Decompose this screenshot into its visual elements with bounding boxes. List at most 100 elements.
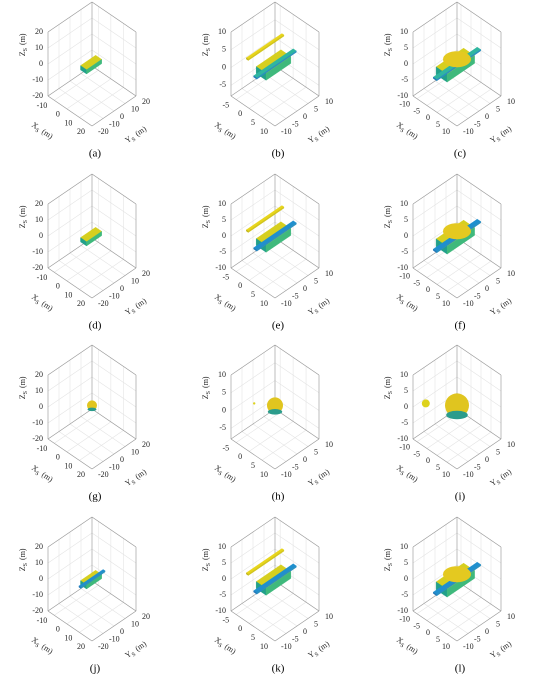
axis-subscript: S: [33, 128, 39, 135]
grid-line: [412, 532, 458, 564]
axis-unit: (m): [201, 376, 210, 388]
y-tick-label: 10: [131, 447, 139, 456]
axis-symbol: X: [395, 463, 405, 474]
z-tick-label: 10: [400, 370, 408, 379]
grid-line: [445, 588, 491, 619]
y-tick-label: 10: [507, 612, 515, 621]
grid-line: [274, 548, 320, 580]
z-tick-label: -5: [401, 247, 408, 256]
axis-subscript: S: [216, 300, 222, 307]
grid-line: [230, 380, 276, 411]
axis-subscript: S: [388, 220, 394, 223]
z-tick-label: 0: [404, 231, 408, 240]
box-edge: [230, 516, 276, 548]
x-tick-label: 10: [442, 470, 450, 479]
y-tick-label: -10: [109, 291, 120, 300]
panel-label: (f): [455, 320, 466, 332]
y-tick-label: 10: [325, 269, 333, 278]
grid-line: [230, 532, 276, 564]
z-tick-label: -20: [32, 434, 43, 443]
panel-label: (e): [272, 320, 285, 332]
x-tick-label: 5: [251, 290, 255, 299]
x-tick-label: 10: [442, 127, 450, 136]
y-tick-label: -10: [109, 634, 120, 643]
axis-symbol: X: [213, 292, 223, 303]
panel-label: (b): [272, 148, 285, 160]
x-tick-label: -10: [399, 100, 410, 109]
y-tick-label: -20: [98, 127, 109, 136]
grid-line: [263, 73, 309, 104]
z-tick-label: 0: [39, 574, 43, 583]
axis-unit: (m): [201, 548, 210, 560]
axis-symbol: Y: [306, 134, 316, 145]
axis-unit: (m): [201, 205, 210, 217]
grid-line: [230, 205, 276, 237]
x-axis-label: XS(m): [212, 463, 238, 486]
grid-line: [434, 80, 480, 112]
grid-line: [274, 532, 320, 564]
axis-unit: (m): [133, 639, 148, 653]
y-axis-label: YS(m): [123, 467, 149, 490]
x-axis-label: XS(m): [29, 120, 55, 143]
axis-unit: (m): [316, 467, 331, 481]
axis-subscript: S: [23, 563, 29, 566]
axis-symbol: Z: [201, 51, 210, 56]
grid-line: [241, 260, 287, 291]
y-tick-label: -20: [98, 470, 109, 479]
axis-symbol: X: [213, 635, 223, 646]
grid-line: [445, 416, 491, 447]
axis-symbol: X: [395, 120, 405, 131]
grid-line: [241, 603, 287, 634]
grid-line: [274, 37, 320, 68]
x-tick-label: 0: [426, 456, 430, 465]
box-edge: [47, 516, 93, 548]
x-tick-label: 20: [77, 642, 85, 651]
axis-unit: (m): [316, 296, 331, 310]
grid-line: [69, 595, 115, 627]
axis-subscript: S: [314, 137, 320, 144]
grid-line: [91, 532, 137, 564]
axis-subscript: S: [206, 391, 212, 394]
grid-line: [434, 595, 480, 627]
x-tick-label: -10: [37, 444, 48, 453]
grid-line: [263, 588, 309, 619]
box-edge: [456, 1, 502, 33]
y-axis-label: YS(m): [123, 296, 149, 319]
z-tick-label: -5: [219, 423, 226, 432]
z-tick-label: 20: [35, 542, 43, 551]
y-tick-label: 0: [485, 112, 489, 121]
z-tick-label: 5: [404, 558, 408, 567]
box-edge: [412, 516, 458, 548]
z-axis-label: ZS (m): [383, 33, 395, 56]
shape-fragment: [253, 402, 256, 405]
axis-unit: (m): [133, 124, 148, 138]
axis-symbol: X: [213, 120, 223, 131]
grid-line: [241, 431, 287, 462]
x-tick-label: 20: [77, 127, 85, 136]
x-tick-label: 0: [426, 113, 430, 122]
z-tick-label: 5: [404, 215, 408, 224]
axis-symbol: Y: [488, 306, 498, 317]
z-tick-label: -10: [32, 590, 43, 599]
grid-line: [80, 73, 126, 104]
box-edge: [230, 344, 276, 376]
y-tick-label: 5: [314, 276, 318, 285]
box-edge: [456, 267, 502, 299]
grid-line: [58, 431, 104, 462]
axis-symbol: Z: [383, 566, 392, 571]
box-edge: [412, 438, 458, 470]
x-tick-label: 0: [238, 452, 242, 461]
shape-face: [86, 59, 102, 75]
shape-face: [248, 34, 285, 61]
shape-face: [265, 571, 292, 596]
x-tick-label: 0: [238, 109, 242, 118]
grid-line: [456, 376, 502, 408]
grid-line: [412, 189, 458, 221]
axis-symbol: X: [30, 635, 40, 646]
box-edge: [456, 344, 502, 376]
axis-subscript: S: [314, 309, 320, 316]
